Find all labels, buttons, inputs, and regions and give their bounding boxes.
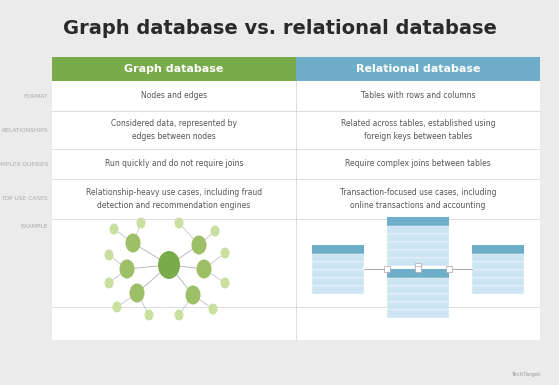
Bar [387, 226, 449, 233]
Bar [387, 293, 449, 301]
Ellipse shape [110, 224, 119, 234]
Bar [387, 258, 449, 266]
Ellipse shape [105, 249, 113, 261]
Ellipse shape [136, 218, 145, 229]
Text: Considered data, represented by
edges between nodes: Considered data, represented by edges be… [111, 119, 237, 141]
Text: Relational database: Relational database [356, 64, 480, 74]
Ellipse shape [192, 236, 206, 254]
Text: RELATIONSHIPS: RELATIONSHIPS [2, 127, 48, 132]
Bar [387, 216, 449, 226]
Bar [52, 57, 540, 340]
Ellipse shape [144, 310, 154, 320]
Ellipse shape [209, 303, 217, 315]
Text: COMPLEX QUERIES: COMPLEX QUERIES [0, 161, 48, 166]
Bar [472, 278, 524, 286]
Bar [387, 241, 449, 249]
Text: Graph database: Graph database [124, 64, 224, 74]
Bar [387, 233, 449, 241]
Bar [312, 244, 364, 253]
Bar [312, 278, 364, 286]
Text: Nodes and edges: Nodes and edges [141, 92, 207, 100]
Bar [387, 301, 449, 310]
Ellipse shape [174, 310, 183, 320]
Bar [296, 57, 540, 81]
Bar [312, 270, 364, 278]
Ellipse shape [186, 286, 201, 305]
Ellipse shape [126, 233, 140, 253]
Bar [52, 57, 296, 81]
Ellipse shape [112, 301, 121, 313]
Text: TOP USE CASES: TOP USE CASES [1, 196, 48, 201]
Bar [446, 266, 452, 272]
Ellipse shape [211, 226, 220, 236]
Bar [387, 268, 449, 278]
Text: Tables with rows and columns: Tables with rows and columns [361, 92, 475, 100]
Bar [387, 310, 449, 318]
Bar [387, 249, 449, 258]
Text: Require complex joins between tables: Require complex joins between tables [345, 159, 491, 169]
Bar [312, 253, 364, 261]
Bar [387, 286, 449, 293]
Bar [472, 261, 524, 270]
Ellipse shape [197, 259, 211, 278]
Ellipse shape [158, 251, 180, 279]
Bar [415, 266, 421, 271]
Text: FORMAT: FORMAT [23, 94, 48, 99]
Text: Relationship-heavy use cases, including fraud
detection and recommendation engin: Relationship-heavy use cases, including … [86, 188, 262, 210]
Bar [312, 286, 364, 293]
Ellipse shape [220, 248, 230, 258]
Ellipse shape [105, 278, 113, 288]
Ellipse shape [174, 218, 183, 229]
Text: TechTarget: TechTarget [511, 372, 540, 377]
Ellipse shape [220, 278, 230, 288]
Bar [415, 263, 421, 268]
Text: EXAMPLE: EXAMPLE [21, 224, 48, 229]
Text: Transaction-focused use cases, including
online transactions and accounting: Transaction-focused use cases, including… [340, 188, 496, 210]
Bar [472, 286, 524, 293]
Bar [472, 244, 524, 253]
Bar [387, 278, 449, 286]
Bar [312, 261, 364, 270]
Text: Run quickly and do not require joins: Run quickly and do not require joins [105, 159, 243, 169]
Ellipse shape [120, 259, 135, 278]
Text: Graph database vs. relational database: Graph database vs. relational database [63, 18, 496, 37]
Bar [472, 253, 524, 261]
Ellipse shape [130, 283, 144, 303]
Text: Related across tables, established using
foreign keys between tables: Related across tables, established using… [341, 119, 495, 141]
Bar [384, 266, 390, 272]
Bar [472, 270, 524, 278]
